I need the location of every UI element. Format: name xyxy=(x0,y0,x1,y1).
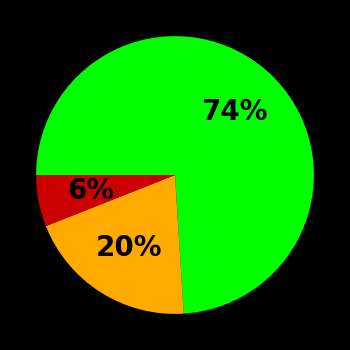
Text: 20%: 20% xyxy=(96,234,162,262)
Wedge shape xyxy=(36,36,314,314)
Wedge shape xyxy=(36,175,175,226)
Wedge shape xyxy=(46,175,184,314)
Text: 6%: 6% xyxy=(67,177,114,205)
Text: 74%: 74% xyxy=(201,98,267,126)
